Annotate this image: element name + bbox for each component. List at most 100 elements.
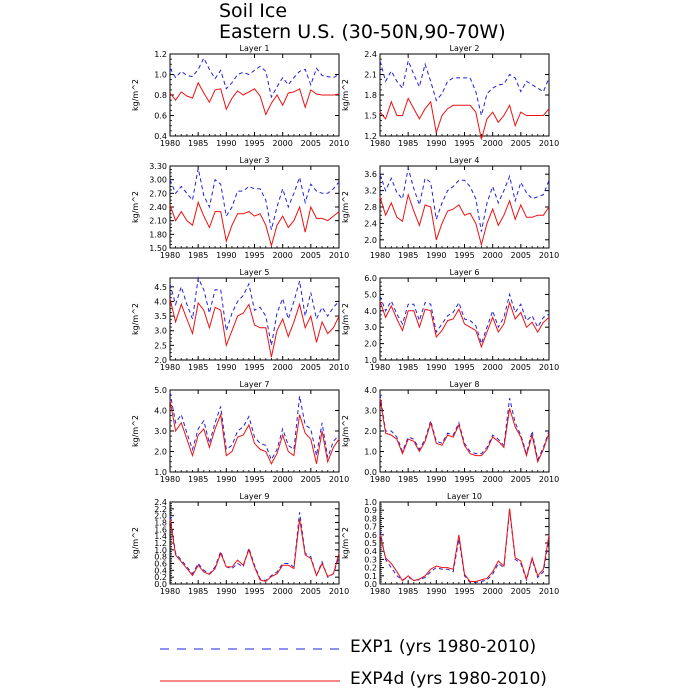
x-tick-label: 2000	[272, 587, 292, 596]
y-axis-label: kg/m^2	[131, 303, 140, 335]
x-tick-label: 2000	[272, 139, 292, 148]
y-tick-label: 2.0	[154, 356, 167, 365]
x-tick-label: 2010	[539, 587, 559, 596]
y-tick-label: 1.2	[154, 50, 167, 59]
x-tick-label: 1980	[160, 587, 180, 596]
y-tick-label: 4.0	[364, 386, 377, 395]
legend	[160, 648, 340, 682]
x-tick-label: 1985	[398, 363, 418, 372]
y-tick-label: 0.4	[154, 132, 167, 141]
y-tick-label: 1.2	[154, 539, 167, 548]
x-tick-label: 1990	[426, 475, 446, 484]
y-tick-label: 4.5	[154, 283, 167, 292]
y-tick-label: 1.80	[149, 230, 167, 239]
panel-title: Layer 3	[240, 156, 270, 165]
y-tick-label: 2.1	[364, 71, 377, 80]
x-tick-label: 2010	[539, 475, 559, 484]
x-tick-label: 1980	[370, 251, 390, 260]
panel-title: Layer 4	[450, 156, 480, 165]
series-line-exp1	[379, 394, 550, 462]
x-tick-label: 1980	[160, 475, 180, 484]
y-tick-label: 4.0	[154, 407, 167, 416]
series-line-exp1	[379, 510, 550, 583]
x-tick-label: 1995	[244, 587, 264, 596]
series-line-exp4d	[169, 400, 340, 465]
x-tick-label: 1980	[160, 363, 180, 372]
y-tick-label: 0.4	[364, 547, 377, 556]
series-line-exp1	[169, 512, 340, 582]
y-axis-label: kg/m^2	[131, 527, 140, 559]
plot-frame	[169, 389, 340, 473]
figure-title: Soil Ice	[219, 0, 288, 22]
y-axis-label: kg/m^2	[341, 79, 350, 111]
y-tick-label: 3.0	[364, 407, 377, 416]
x-tick-label: 1980	[160, 251, 180, 260]
x-tick-label: 1980	[160, 139, 180, 148]
x-tick-label: 2005	[301, 475, 321, 484]
x-tick-label: 1990	[216, 363, 236, 372]
y-tick-label: 4.0	[154, 297, 167, 306]
series-line-exp1	[169, 168, 340, 230]
figure-subtitle: Eastern U.S. (30-50N,90-70W)	[219, 21, 506, 43]
x-tick-label: 2005	[301, 363, 321, 372]
x-tick-label: 2005	[301, 251, 321, 260]
y-tick-label: 0.6	[154, 112, 167, 121]
y-tick-label: 0.6	[364, 531, 377, 540]
y-tick-label: 0.2	[364, 564, 377, 573]
x-tick-label: 2010	[539, 251, 559, 260]
y-tick-label: 1.0	[154, 546, 167, 555]
series-line-exp4d	[169, 519, 340, 582]
y-tick-label: 1.50	[149, 244, 167, 253]
x-tick-label: 1995	[454, 475, 474, 484]
x-tick-label: 2010	[539, 139, 559, 148]
series-line-exp4d	[169, 298, 340, 358]
series-line-exp4d	[379, 97, 550, 140]
panel-layer-3: Layer 3 kg/m^2 1.50 1.80 2.10 2.40 2.70 3.00 3.3…	[131, 156, 349, 260]
y-tick-label: 2.70	[149, 189, 167, 198]
x-tick-label: 2010	[329, 251, 349, 260]
x-tick-label: 2005	[511, 587, 531, 596]
y-tick-label: 3.0	[364, 323, 377, 332]
plot-frame	[379, 53, 550, 137]
panel-layer-5: Layer 5 kg/m^2 2.0 2.5 3.0 3.5 4.0 4.5 1980 1985 1…	[131, 268, 349, 372]
y-tick-label: 4.0	[364, 307, 377, 316]
x-tick-label: 1990	[216, 139, 236, 148]
plot-frame	[169, 501, 340, 585]
x-tick-label: 1990	[426, 251, 446, 260]
x-tick-label: 2010	[329, 475, 349, 484]
x-tick-label: 1980	[370, 363, 390, 372]
x-tick-label: 2005	[511, 139, 531, 148]
y-tick-label: 0.8	[154, 91, 167, 100]
y-tick-label: 0.6	[154, 560, 167, 569]
panel-layer-4: Layer 4 kg/m^2 2.0 2.4 2.8 3.2 3.6 1980 1985 1990…	[341, 156, 559, 260]
y-tick-label: 3.30	[149, 162, 167, 171]
x-tick-label: 1990	[216, 251, 236, 260]
x-tick-label: 1995	[244, 139, 264, 148]
panel-title: Layer 1	[240, 44, 270, 53]
panel-title: Layer 7	[240, 380, 270, 389]
y-tick-label: 1.4	[154, 532, 167, 541]
y-tick-label: 3.00	[149, 176, 167, 185]
x-tick-label: 1995	[454, 139, 474, 148]
y-tick-label: 1.0	[364, 356, 377, 365]
panel-layer-10: Layer 10kg/m^20.00.10.20.30.40.50.60.70.…	[341, 492, 559, 596]
y-tick-label: 3.5	[154, 312, 167, 321]
panel-layer-9: Layer 9 kg/m^2 0.00.20.40.60.81.01.21.41.6…	[131, 492, 349, 596]
y-tick-label: 3.6	[364, 170, 377, 179]
y-tick-label: 1.8	[154, 519, 167, 528]
x-tick-label: 1980	[370, 139, 390, 148]
x-tick-label: 1990	[426, 587, 446, 596]
y-tick-label: 2.2	[154, 505, 167, 514]
y-tick-label: 3.0	[154, 427, 167, 436]
panel-title: Layer 8	[450, 380, 480, 389]
x-tick-label: 2000	[272, 475, 292, 484]
y-tick-label: 0.4	[154, 566, 167, 575]
x-tick-label: 2010	[329, 587, 349, 596]
x-tick-label: 2005	[511, 363, 531, 372]
y-axis-label: kg/m^2	[131, 79, 140, 111]
y-tick-label: 2.5	[154, 341, 167, 350]
x-tick-label: 1990	[426, 139, 446, 148]
y-tick-label: 0.2	[154, 573, 167, 582]
